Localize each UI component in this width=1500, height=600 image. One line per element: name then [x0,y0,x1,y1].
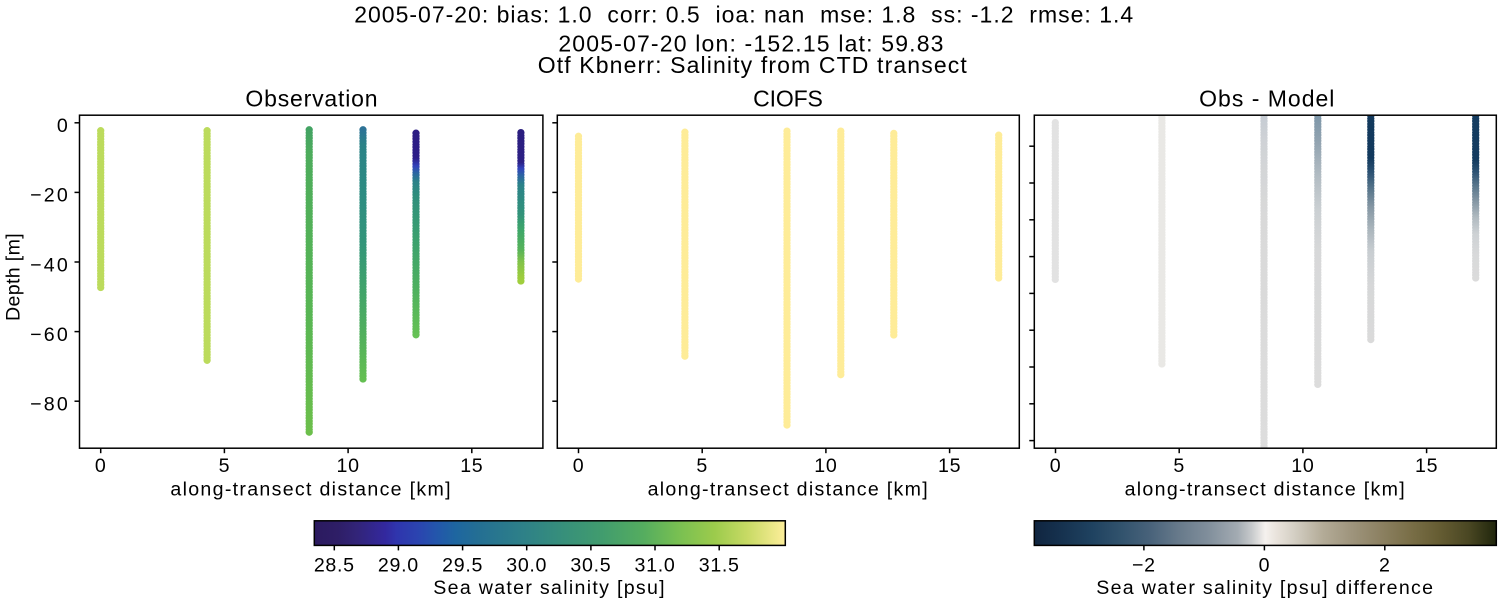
svg-text:0: 0 [1050,455,1062,477]
svg-text:−2: −2 [1132,555,1156,577]
svg-text:−20: −20 [30,185,70,207]
svg-text:2: 2 [1379,555,1391,577]
svg-text:Observation: Observation [245,86,378,112]
svg-text:5: 5 [219,455,231,477]
svg-text:0: 0 [573,455,585,477]
svg-text:10: 10 [814,455,837,477]
svg-text:29.5: 29.5 [442,555,483,577]
svg-text:along-transect distance [km]: along-transect distance [km] [170,479,451,501]
svg-text:0: 0 [1259,555,1271,577]
svg-text:−60: −60 [30,324,70,346]
svg-text:28.5: 28.5 [314,555,355,577]
svg-text:Obs - Model: Obs - Model [1199,86,1335,112]
svg-text:2005-07-20 lon: -152.15 lat: 5: 2005-07-20 lon: -152.15 lat: 59.83 [558,30,944,56]
svg-text:30.5: 30.5 [570,555,611,577]
svg-text:15: 15 [938,455,961,477]
svg-text:Sea water salinity [psu] diffe: Sea water salinity [psu] difference [1096,577,1434,599]
svg-text:31.0: 31.0 [635,555,676,577]
svg-text:29.0: 29.0 [378,555,419,577]
svg-text:along-transect distance [km]: along-transect distance [km] [648,479,929,501]
svg-text:−80: −80 [30,394,70,416]
svg-text:−40: −40 [30,254,70,276]
svg-text:31.5: 31.5 [699,555,740,577]
svg-text:15: 15 [1415,455,1438,477]
svg-text:0: 0 [57,115,70,137]
svg-text:0: 0 [95,455,107,477]
svg-text:Otf Kbnerr: Salinity from CTD: Otf Kbnerr: Salinity from CTD transect [538,52,968,78]
svg-text:5: 5 [696,455,708,477]
svg-text:15: 15 [460,455,483,477]
svg-text:along-transect distance [km]: along-transect distance [km] [1125,479,1406,501]
svg-text:Sea water salinity [psu]: Sea water salinity [psu] [433,577,666,599]
svg-text:2005-07-20: bias: 1.0 corr: 0: 2005-07-20: bias: 1.0 corr: 0.5 ioa: nan… [354,2,1134,28]
svg-text:10: 10 [1291,455,1314,477]
svg-text:Depth [m]: Depth [m] [2,233,24,321]
svg-text:5: 5 [1173,455,1185,477]
svg-text:CIOFS: CIOFS [753,86,823,112]
svg-text:10: 10 [336,455,359,477]
svg-text:30.0: 30.0 [506,555,547,577]
